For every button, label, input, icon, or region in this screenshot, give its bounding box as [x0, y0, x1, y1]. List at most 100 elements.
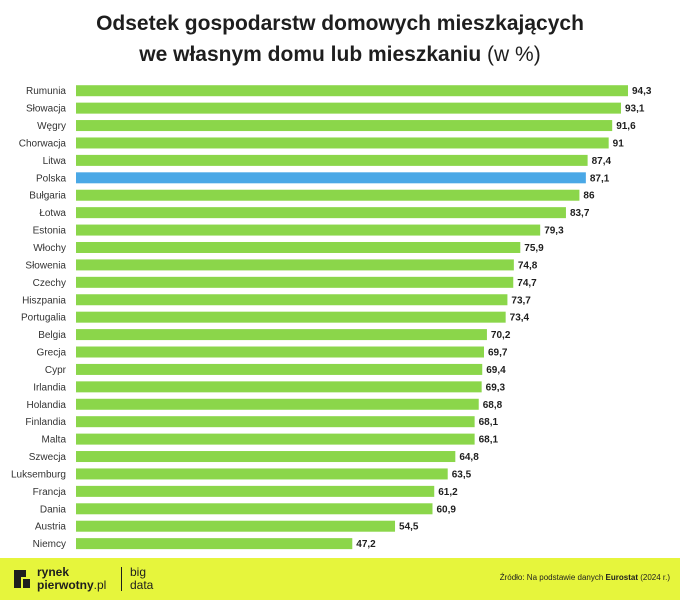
category-label-lotwa: Łotwa — [39, 208, 66, 219]
chart-title-line2-text: we własnym domu lub mieszkaniu — [139, 43, 482, 66]
bar-slowacja — [76, 102, 621, 114]
value-label-dania: 60,9 — [436, 504, 456, 515]
category-label-estonia: Estonia — [33, 226, 67, 237]
value-label-irlandia: 69,3 — [486, 382, 506, 393]
value-label-luksemburg: 63,5 — [452, 469, 472, 480]
bar-rumunia — [76, 85, 628, 97]
value-label-rumunia: 94,3 — [632, 86, 652, 97]
value-label-lotwa: 83,7 — [570, 208, 590, 219]
bar-szwecja — [76, 451, 456, 463]
source-prefix: Źródło: Na podstawie danych — [499, 573, 606, 582]
category-label-slowenia: Słowenia — [25, 260, 66, 271]
value-label-czechy: 74,7 — [517, 278, 537, 289]
big-data-logo: big data — [130, 566, 153, 592]
bar-finlandia — [76, 416, 475, 428]
category-label-rumunia: Rumunia — [26, 86, 66, 97]
source-note: Źródło: Na podstawie danych Eurostat (20… — [500, 573, 670, 582]
category-label-litwa: Litwa — [43, 156, 67, 167]
footer-bar: rynek pierwotny.pl big data Źródło: Na p… — [0, 558, 680, 600]
value-label-portugalia: 73,4 — [510, 313, 530, 324]
bar-wlochy — [76, 241, 521, 253]
category-label-malta: Malta — [42, 435, 67, 446]
value-label-estonia: 79,3 — [544, 226, 564, 237]
bar-irlandia — [76, 381, 482, 393]
source-suffix: (2024 r.) — [637, 573, 670, 582]
category-label-czechy: Czechy — [33, 278, 66, 289]
bar-luksemburg — [76, 468, 448, 480]
big-data-line2: data — [130, 578, 154, 592]
bar-wegry — [76, 120, 613, 132]
logo-line1: rynek — [37, 565, 70, 579]
bar-polska — [76, 172, 586, 184]
bar-austria — [76, 520, 396, 532]
category-label-grecja: Grecja — [37, 348, 67, 359]
value-label-slowenia: 74,8 — [518, 260, 538, 271]
value-label-malta: 68,1 — [479, 435, 499, 446]
value-label-holandia: 68,8 — [483, 400, 503, 411]
bar-slowenia — [76, 259, 514, 271]
rynek-pierwotny-logo: rynek pierwotny.pl — [37, 566, 106, 592]
value-label-hiszpania: 73,7 — [511, 295, 531, 306]
bar-holandia — [76, 398, 479, 410]
bar-portugalia — [76, 311, 506, 323]
value-label-austria: 54,5 — [399, 522, 419, 533]
category-label-wegry: Węgry — [37, 121, 66, 132]
value-label-grecja: 69,7 — [488, 348, 508, 359]
category-label-polska: Polska — [36, 173, 66, 184]
rynek-pierwotny-logo-icon — [14, 570, 30, 588]
value-label-cypr: 69,4 — [486, 365, 506, 376]
category-label-chorwacja: Chorwacja — [19, 138, 67, 149]
bar-dania — [76, 503, 433, 515]
logo-line2-name: pierwotny — [37, 578, 94, 592]
bar-litwa — [76, 154, 588, 166]
category-label-bulgaria: Bułgaria — [29, 191, 66, 202]
category-label-hiszpania: Hiszpania — [22, 295, 66, 306]
bar-belgia — [76, 329, 487, 341]
bar-chorwacja — [76, 137, 609, 149]
category-label-slowacja: Słowacja — [26, 104, 66, 115]
value-label-litwa: 87,4 — [592, 156, 612, 167]
category-label-wlochy: Włochy — [33, 243, 66, 254]
bar-francja — [76, 485, 435, 497]
category-label-belgia: Belgia — [38, 330, 66, 341]
category-label-irlandia: Irlandia — [33, 382, 66, 393]
bar-czechy — [76, 276, 514, 288]
bar-chart: Rumunia 94,3 Słowacja 93,1 Węgry 91,6 Chorwacj… — [11, 85, 652, 550]
bar-cypr — [76, 363, 483, 375]
category-label-niemcy: Niemcy — [33, 539, 66, 550]
category-label-finlandia: Finlandia — [25, 417, 66, 428]
big-data-line1: big — [130, 565, 147, 579]
value-label-belgia: 70,2 — [491, 330, 511, 341]
bar-niemcy — [76, 538, 353, 550]
value-label-francja: 61,2 — [438, 487, 458, 498]
bar-hiszpania — [76, 294, 508, 306]
value-label-chorwacja: 91 — [613, 138, 625, 149]
category-label-francja: Francja — [33, 487, 67, 498]
value-label-polska: 87,1 — [590, 173, 610, 184]
category-label-portugalia: Portugalia — [21, 313, 66, 324]
chart-title: Odsetek gospodarstw domowych mieszkający… — [0, 8, 680, 70]
source-name: Eurostat — [605, 573, 638, 582]
value-label-finlandia: 68,1 — [479, 417, 499, 428]
chart-title-unit: (w %) — [487, 43, 541, 66]
category-label-dania: Dania — [40, 504, 67, 515]
value-label-szwecja: 64,8 — [459, 452, 479, 463]
value-label-bulgaria: 86 — [583, 191, 595, 202]
chart-title-line1: Odsetek gospodarstw domowych mieszkający… — [96, 12, 584, 35]
category-label-szwecja: Szwecja — [29, 452, 67, 463]
chart-title-line2: we własnym domu lub mieszkaniu (w %) — [0, 39, 680, 70]
logo-tld: .pl — [93, 578, 107, 592]
category-label-luksemburg: Luksemburg — [11, 469, 66, 480]
bar-estonia — [76, 224, 541, 236]
value-label-niemcy: 47,2 — [356, 539, 376, 550]
category-label-cypr: Cypr — [45, 365, 67, 376]
bar-grecja — [76, 346, 484, 358]
category-label-holandia: Holandia — [27, 400, 67, 411]
category-label-austria: Austria — [35, 522, 67, 533]
logo-line2: pierwotny.pl — [37, 579, 106, 592]
bar-malta — [76, 433, 475, 445]
value-label-wlochy: 75,9 — [524, 243, 544, 254]
value-label-slowacja: 93,1 — [625, 104, 645, 115]
bar-lotwa — [76, 207, 566, 219]
value-label-wegry: 91,6 — [616, 121, 636, 132]
